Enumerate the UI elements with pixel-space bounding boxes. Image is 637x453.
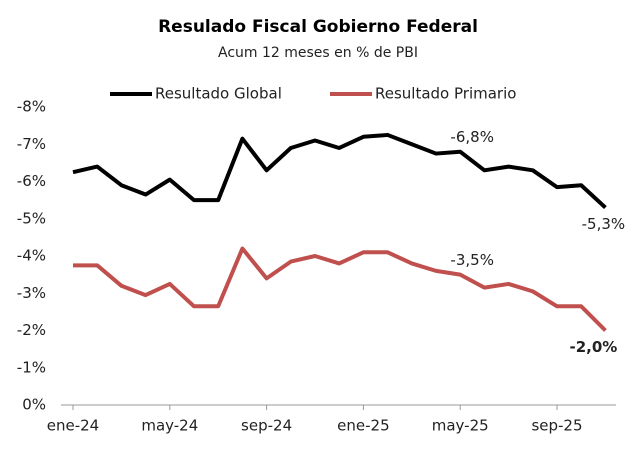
x-tick-label: may-25 [432, 417, 489, 435]
data-label: -2,0% [569, 338, 617, 356]
y-tick-label: -1% [17, 358, 46, 376]
y-tick-label: -5% [17, 209, 46, 227]
chart-title: Resulado Fiscal Gobierno Federal [158, 17, 478, 37]
chart-subtitle: Acum 12 meses en % de PBI [218, 45, 418, 61]
y-tick-label: -7% [17, 135, 46, 153]
data-label: -5,3% [582, 215, 626, 233]
data-label: -6,8% [450, 128, 494, 146]
x-tick-label: ene-24 [47, 417, 99, 435]
data-label: -3,5% [450, 251, 494, 269]
series-line [73, 246, 607, 332]
legend-label: Resultado Primario [375, 85, 516, 103]
series-line [72, 132, 607, 210]
y-tick-label: -6% [17, 172, 46, 190]
y-tick-label: -4% [17, 247, 46, 265]
x-tick-label: sep-25 [531, 417, 582, 435]
y-tick-label: -3% [17, 284, 46, 302]
y-tick-label: 0% [22, 396, 46, 414]
x-tick-label: may-24 [141, 417, 198, 435]
y-tick-label: -8% [17, 98, 46, 116]
x-tick-label: sep-24 [241, 417, 292, 435]
x-tick-label: ene-25 [337, 417, 389, 435]
legend-label: Resultado Global [155, 85, 282, 103]
y-tick-label: -2% [17, 321, 46, 339]
